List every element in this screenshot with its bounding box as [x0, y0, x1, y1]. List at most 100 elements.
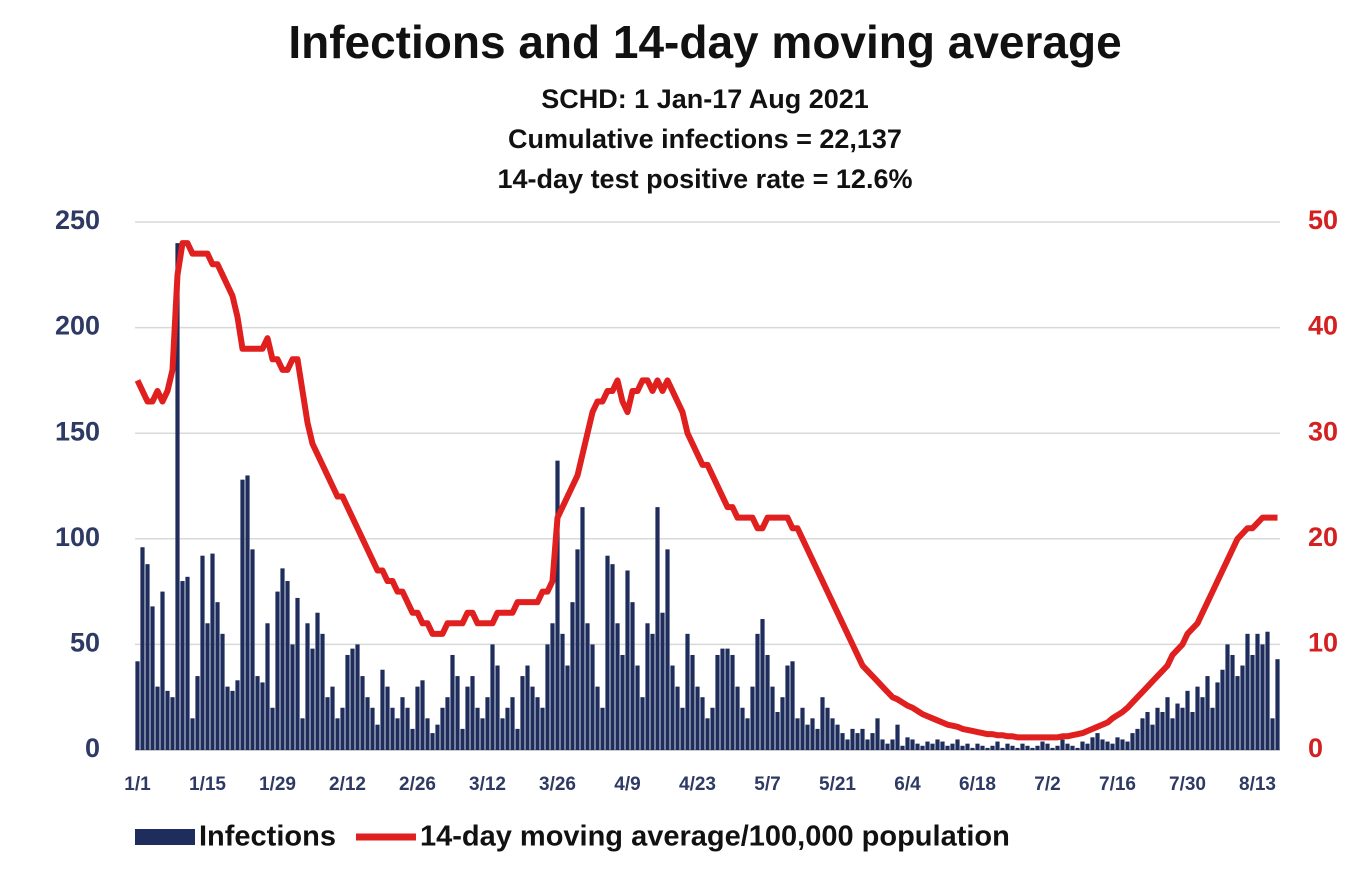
bar: [1030, 747, 1035, 750]
bar: [1125, 741, 1130, 750]
bar: [390, 707, 395, 750]
bar: [1010, 745, 1015, 750]
bar: [1180, 707, 1185, 750]
bar: [1225, 644, 1230, 750]
bar: [1205, 676, 1210, 750]
bar: [585, 623, 590, 750]
x-tick-label: 3/26: [539, 774, 576, 795]
bar: [1035, 745, 1040, 750]
bar: [155, 686, 160, 750]
bar: [665, 549, 670, 750]
bar: [485, 697, 490, 750]
bar: [135, 661, 140, 750]
bar: [310, 648, 315, 750]
bar: [215, 602, 220, 750]
bar: [850, 728, 855, 750]
bar: [610, 564, 615, 750]
bar: [590, 644, 595, 750]
bar: [870, 733, 875, 750]
bar: [1190, 711, 1195, 750]
bar: [1095, 733, 1100, 750]
bar: [865, 739, 870, 750]
bar: [255, 676, 260, 750]
bar: [1090, 737, 1095, 750]
bar: [935, 739, 940, 750]
bar: [340, 707, 345, 750]
bar: [985, 747, 990, 750]
x-tick-label: 1/1: [124, 774, 151, 795]
bar: [425, 718, 430, 750]
bar: [505, 707, 510, 750]
chart-subtitle: 14-day test positive rate = 12.6%: [498, 164, 913, 194]
bar: [180, 581, 185, 750]
bar: [1135, 728, 1140, 750]
bar: [1155, 707, 1160, 750]
bar: [1210, 707, 1215, 750]
bar: [500, 718, 505, 750]
bar: [755, 633, 760, 750]
bar: [660, 612, 665, 750]
bar: [455, 676, 460, 750]
bar: [925, 741, 930, 750]
bar: [380, 669, 385, 750]
bar: [1015, 747, 1020, 750]
bar: [315, 612, 320, 750]
bar: [1065, 743, 1070, 750]
x-tick-label: 4/9: [614, 774, 640, 795]
bar: [240, 479, 245, 750]
bar: [345, 654, 350, 750]
bar: [245, 475, 250, 750]
bar: [230, 690, 235, 750]
bar: [770, 686, 775, 750]
bar: [785, 665, 790, 750]
bar: [690, 654, 695, 750]
bar: [910, 739, 915, 750]
bar: [575, 549, 580, 750]
bar: [1145, 711, 1150, 750]
bar: [430, 733, 435, 750]
bar: [765, 654, 770, 750]
bar: [1050, 747, 1055, 750]
bar: [630, 602, 635, 750]
bar: [1045, 743, 1050, 750]
bar: [895, 724, 900, 750]
bar: [680, 707, 685, 750]
bar: [670, 665, 675, 750]
bar: [740, 707, 745, 750]
bar: [480, 718, 485, 750]
bar: [260, 682, 265, 750]
bar: [975, 743, 980, 750]
bar: [235, 680, 240, 750]
bar: [1000, 747, 1005, 750]
bar: [1130, 733, 1135, 750]
bar: [595, 686, 600, 750]
bar: [1100, 739, 1105, 750]
y2-tick-label: 40: [1308, 311, 1338, 341]
bar: [445, 697, 450, 750]
bar: [1075, 747, 1080, 750]
bar: [860, 728, 865, 750]
bar: [460, 728, 465, 750]
bar: [290, 644, 295, 750]
bar: [1175, 703, 1180, 750]
legend-label: Infections: [199, 821, 336, 853]
bar: [890, 739, 895, 750]
bar: [265, 623, 270, 750]
bar: [730, 654, 735, 750]
x-tick-label: 4/23: [679, 774, 716, 795]
bar: [745, 718, 750, 750]
bar: [555, 460, 560, 750]
bar: [250, 549, 255, 750]
bar: [800, 707, 805, 750]
bar: [810, 718, 815, 750]
bar: [700, 697, 705, 750]
y-tick-label: 50: [70, 628, 100, 658]
x-tick-label: 6/4: [894, 774, 921, 795]
bar: [905, 737, 910, 750]
x-tick-label: 5/21: [819, 774, 856, 795]
bar: [1165, 697, 1170, 750]
x-tick-label: 7/30: [1169, 774, 1206, 795]
y2-tick-label: 20: [1308, 522, 1338, 552]
bar: [835, 724, 840, 750]
